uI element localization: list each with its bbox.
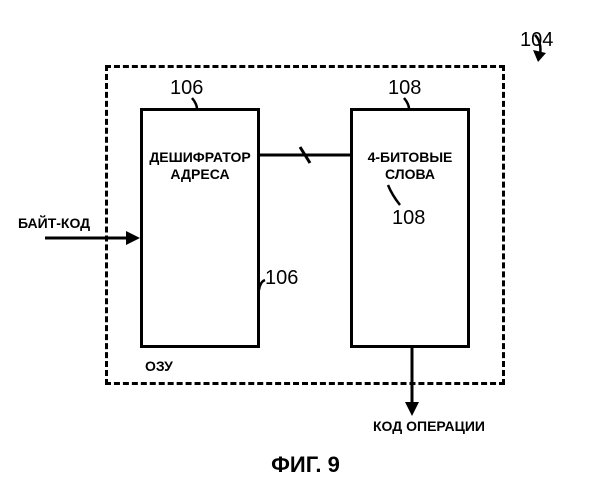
ref-decoder-top-106: 106 (170, 78, 203, 98)
label-ram: ОЗУ (145, 358, 173, 374)
figure-caption: ФИГ. 9 (0, 452, 611, 478)
block-decoder: ДЕШИФРАТОР АДРЕСА (140, 108, 260, 348)
ref-decoder-inner-106: 106 (265, 268, 298, 288)
ref-words-top-108: 108 (388, 78, 421, 98)
block-decoder-title: ДЕШИФРАТОР АДРЕСА (143, 149, 257, 183)
label-output-opcode: КОД ОПЕРАЦИИ (373, 418, 485, 434)
block-decoder-title-l2: АДРЕСА (170, 166, 229, 182)
block-words-title: 4-БИТОВЫЕ СЛОВА (353, 149, 467, 183)
ref-outer-104: 104 (520, 30, 553, 50)
block-words-title-l1: 4-БИТОВЫЕ (368, 149, 453, 165)
block-words-title-l2: СЛОВА (385, 166, 435, 182)
ref-words-inner-108: 108 (392, 208, 425, 228)
label-input-bytecode: БАЙТ-КОД (18, 215, 90, 231)
figure-stage: ДЕШИФРАТОР АДРЕСА 4-БИТОВЫЕ СЛОВА 104 10… (0, 0, 611, 500)
block-decoder-title-l1: ДЕШИФРАТОР (149, 149, 250, 165)
